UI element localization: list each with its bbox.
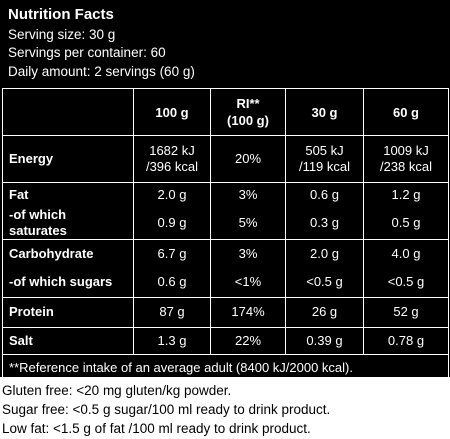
table-row: Salt 1.3 g 22% 0.39 g 0.78 g — [2, 326, 449, 355]
column-header — [2, 88, 134, 136]
cell: <0.5 g — [363, 268, 449, 298]
cell: 1.2 g — [363, 182, 449, 207]
footnote-row: **Reference intake of an average adult (… — [2, 353, 449, 382]
cell: 5% — [210, 206, 286, 240]
cell: 0.39 g — [285, 326, 364, 355]
column-header: 60 g — [363, 88, 449, 136]
cell: 1009 kJ /238 kcal — [363, 135, 449, 183]
cell: 0.78 g — [363, 326, 449, 355]
header-line: Daily amount: 2 servings (60 g) — [8, 64, 195, 79]
note: Low fat: <1.5 g of fat /100 ml ready to … — [2, 421, 311, 436]
cell: 6.7 g — [133, 238, 211, 268]
row-label: -of which saturates — [2, 206, 134, 240]
cell: 1.3 g — [133, 326, 211, 355]
cell: 0.5 g — [363, 206, 449, 240]
row-label: Energy — [2, 135, 134, 183]
cell: 2.0 g — [285, 238, 364, 268]
header-row: 100 g RI** (100 g) 30 g 60 g — [2, 88, 449, 136]
footnote: **Reference intake of an average adult (… — [2, 353, 449, 382]
table-row: Protein 87 g 174% 26 g 52 g — [2, 296, 449, 328]
note: Gluten free: <20 mg gluten/kg powder. — [2, 383, 232, 398]
table-row: -of which sugars 0.6 g <1% <0.5 g <0.5 g — [2, 268, 449, 298]
cell: <0.5 g — [285, 268, 364, 298]
cell: 20% — [210, 135, 286, 183]
nutrition-table: 100 g RI** (100 g) 30 g 60 g Energy 1682 kJ /… — [2, 88, 449, 382]
header-line: Servings per container: 60 — [8, 45, 166, 60]
cell: 2.0 g — [133, 182, 211, 207]
cell: 22% — [210, 326, 286, 355]
row-label: Fat — [2, 182, 134, 207]
cell: 3% — [210, 182, 286, 207]
table-row: Carbohydrate 6.7 g 3% 2.0 g 4.0 g — [2, 238, 449, 268]
cell: 1682 kJ /396 kcal — [133, 135, 211, 183]
column-header: 30 g — [285, 88, 364, 136]
note: Sugar free: <0.5 g sugar/100 ml ready to… — [2, 402, 331, 417]
cell: 3% — [210, 238, 286, 268]
cell: 87 g — [133, 296, 211, 328]
table-row: Energy 1682 kJ /396 kcal 20% 505 kJ /119 kc… — [2, 135, 449, 183]
row-label: Protein — [2, 296, 134, 328]
cell: 174% — [210, 296, 286, 328]
cell: 0.6 g — [285, 182, 364, 207]
label-panel: Nutrition Facts Serving size: 30 g Servi… — [0, 0, 450, 382]
cell: 26 g — [285, 296, 364, 328]
cell: 505 kJ /119 kcal — [285, 135, 364, 183]
column-header: 100 g — [133, 88, 211, 136]
row-label: -of which sugars — [2, 268, 134, 298]
row-label: Salt — [2, 326, 134, 355]
cell: 4.0 g — [363, 238, 449, 268]
table-row: -of which saturates 0.9 g 5% 0.3 g 0.5 g — [2, 206, 449, 240]
table-row: Fat 2.0 g 3% 0.6 g 1.2 g — [2, 182, 449, 207]
cell: <1% — [210, 268, 286, 298]
cell: 0.3 g — [285, 206, 364, 240]
header-line: Serving size: 30 g — [8, 27, 116, 42]
cell: 0.9 g — [133, 206, 211, 240]
title: Nutrition Facts — [8, 6, 114, 23]
cell: 0.6 g — [133, 268, 211, 298]
row-label: Carbohydrate — [2, 238, 134, 268]
cell: 52 g — [363, 296, 449, 328]
column-header: RI** (100 g) — [210, 88, 286, 136]
